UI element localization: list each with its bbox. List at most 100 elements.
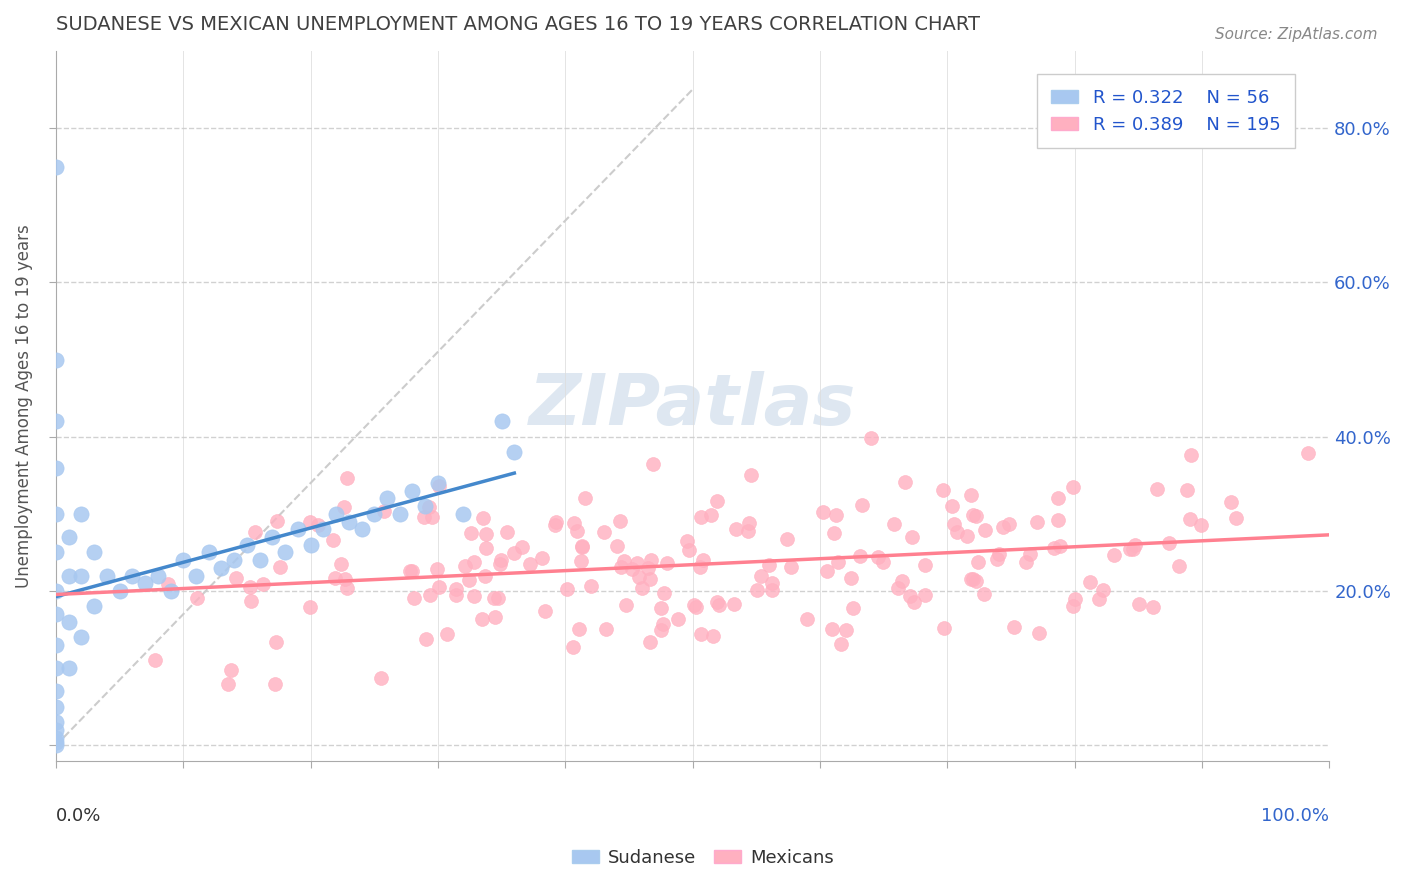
Point	[702, 629, 724, 643]
Point	[45, 739, 67, 753]
Point	[489, 553, 512, 567]
Point	[657, 556, 679, 570]
Legend: Sudanese, Mexicans: Sudanese, Mexicans	[565, 842, 841, 874]
Point	[839, 571, 862, 585]
Point	[45, 661, 67, 675]
Point	[842, 601, 865, 615]
Point	[274, 545, 297, 559]
Point	[581, 579, 603, 593]
Point	[643, 457, 665, 471]
Point	[45, 731, 67, 745]
Point	[474, 568, 496, 582]
Point	[427, 580, 450, 594]
Point	[900, 531, 922, 545]
Point	[496, 524, 519, 539]
Point	[965, 574, 987, 589]
Point	[546, 516, 568, 530]
Point	[967, 555, 990, 569]
Point	[45, 699, 67, 714]
Point	[426, 475, 449, 490]
Point	[991, 520, 1014, 534]
Point	[510, 541, 533, 555]
Point	[45, 584, 67, 599]
Point	[333, 500, 356, 514]
Text: ZIPatlas: ZIPatlas	[529, 371, 856, 441]
Point	[574, 491, 596, 505]
Point	[883, 517, 905, 532]
Point	[418, 500, 440, 514]
Point	[706, 493, 728, 508]
Point	[463, 555, 485, 569]
Point	[571, 541, 593, 555]
Point	[436, 626, 458, 640]
Point	[413, 499, 436, 513]
Point	[143, 653, 166, 667]
Point	[1078, 575, 1101, 590]
Point	[1064, 591, 1087, 606]
Point	[298, 515, 321, 529]
Point	[887, 581, 910, 595]
Point	[640, 553, 662, 567]
Point	[1118, 542, 1140, 557]
Point	[370, 671, 392, 685]
Point	[269, 560, 291, 574]
Point	[565, 524, 588, 538]
Point	[1018, 547, 1040, 561]
Point	[486, 591, 509, 605]
Point	[914, 558, 936, 572]
Point	[835, 624, 858, 638]
Point	[740, 467, 762, 482]
Point	[1177, 483, 1199, 497]
Point	[426, 562, 449, 576]
Point	[593, 525, 616, 540]
Point	[747, 582, 769, 597]
Point	[628, 569, 651, 583]
Point	[986, 551, 1008, 566]
Point	[45, 684, 67, 698]
Point	[530, 550, 553, 565]
Point	[224, 553, 246, 567]
Point	[399, 564, 422, 578]
Point	[595, 622, 617, 636]
Point	[1157, 536, 1180, 550]
Point	[1122, 541, 1144, 556]
Point	[1102, 548, 1125, 562]
Point	[555, 582, 578, 597]
Point	[484, 609, 506, 624]
Point	[1046, 491, 1069, 505]
Text: SUDANESE VS MEXICAN UNEMPLOYMENT AMONG AGES 16 TO 19 YEARS CORRELATION CHART: SUDANESE VS MEXICAN UNEMPLOYMENT AMONG A…	[56, 15, 980, 34]
Point	[621, 562, 644, 576]
Point	[444, 582, 467, 596]
Point	[1062, 480, 1084, 494]
Point	[650, 600, 672, 615]
Point	[1142, 600, 1164, 615]
Point	[475, 526, 498, 541]
Point	[475, 541, 498, 555]
Point	[1025, 515, 1047, 529]
Point	[1014, 556, 1036, 570]
Point	[262, 530, 284, 544]
Point	[815, 564, 838, 578]
Point	[640, 635, 662, 649]
Point	[898, 589, 921, 603]
Point	[58, 615, 80, 629]
Point	[299, 538, 322, 552]
Point	[45, 734, 67, 748]
Point	[287, 522, 309, 536]
Point	[401, 483, 423, 498]
Point	[146, 568, 169, 582]
Point	[172, 553, 194, 567]
Point	[312, 522, 335, 536]
Point	[666, 612, 689, 626]
Point	[225, 571, 247, 585]
Point	[45, 460, 67, 475]
Point	[238, 581, 260, 595]
Point	[609, 514, 631, 528]
Point	[761, 583, 783, 598]
Point	[1092, 582, 1115, 597]
Text: 100.0%: 100.0%	[1261, 807, 1329, 825]
Point	[860, 431, 883, 445]
Point	[240, 594, 263, 608]
Point	[45, 507, 67, 521]
Point	[83, 545, 105, 559]
